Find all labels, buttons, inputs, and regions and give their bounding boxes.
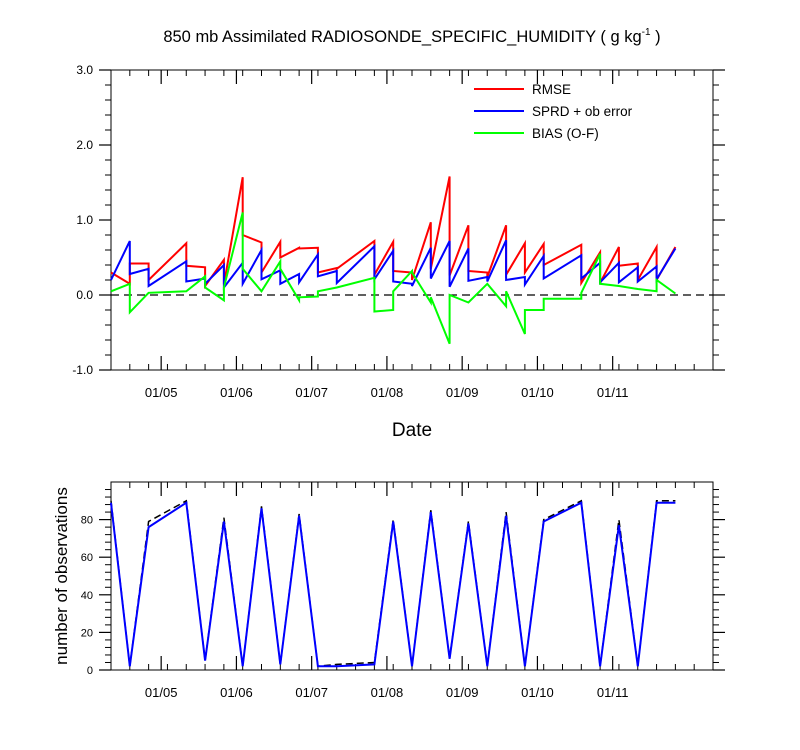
x-tick-label: 01/08: [371, 685, 404, 700]
bottom-chart: 01/05 01/06 01/07 01/08 01/09 01/10 01/11 0 20 40…: [52, 481, 725, 700]
series-line-bias-o-f: [110, 212, 676, 345]
x-tick-label: 01/07: [295, 385, 328, 400]
x-tick-label: 01/05: [145, 685, 178, 700]
y-axis-label: number of observations: [52, 487, 71, 665]
x-axis-label: Date: [392, 420, 432, 441]
plot-frame: [110, 481, 714, 671]
y-tick-label: 40: [81, 590, 93, 602]
title-main: 850 mb Assimilated RADIOSONDE_SPECIFIC_H…: [163, 28, 641, 46]
x-tick-label: 01/08: [371, 385, 404, 400]
series-line-assimilated: [110, 500, 676, 668]
y-tick-label: 0.0: [76, 288, 93, 302]
legend-label: RMSE: [532, 82, 571, 97]
x-tick-label: 01/10: [521, 685, 554, 700]
y-tick-label: 80: [81, 515, 93, 527]
legend: RMSE SPRD + ob error BIAS (O-F): [474, 82, 633, 141]
y-tick-label: 3.0: [76, 63, 93, 77]
y-tick-label: 20: [81, 627, 93, 639]
y-tick-label: 60: [81, 552, 93, 564]
legend-label: BIAS (O-F): [532, 126, 599, 141]
x-tick-label: 01/06: [220, 385, 253, 400]
x-tick-label: 01/10: [521, 385, 554, 400]
top-chart: 01/05 01/06 01/07 01/08 01/09 01/10 01/11 -1.0 0…: [72, 27, 725, 441]
y-tick-label: 0: [87, 665, 93, 677]
series-line-sprd-ob-error: [110, 239, 677, 291]
x-tick-label: 01/09: [446, 685, 479, 700]
legend-label: SPRD + ob error: [532, 104, 633, 119]
y-tick-label: 2.0: [76, 138, 93, 152]
x-tick-label: 01/11: [597, 385, 629, 400]
title-superscript: -1: [642, 27, 651, 38]
x-tick-label: 01/07: [295, 685, 328, 700]
y-tick-label: -1.0: [72, 363, 93, 377]
series-line-rmse: [110, 176, 677, 290]
x-tick-label: 01/06: [220, 685, 253, 700]
x-tick-label: 01/09: [446, 385, 479, 400]
y-tick-label: 1.0: [76, 213, 93, 227]
chart-title: 850 mb Assimilated RADIOSONDE_SPECIFIC_H…: [163, 27, 660, 46]
title-end: ): [651, 28, 661, 46]
x-tick-label: 01/05: [145, 385, 178, 400]
x-tick-label: 01/11: [597, 685, 629, 700]
